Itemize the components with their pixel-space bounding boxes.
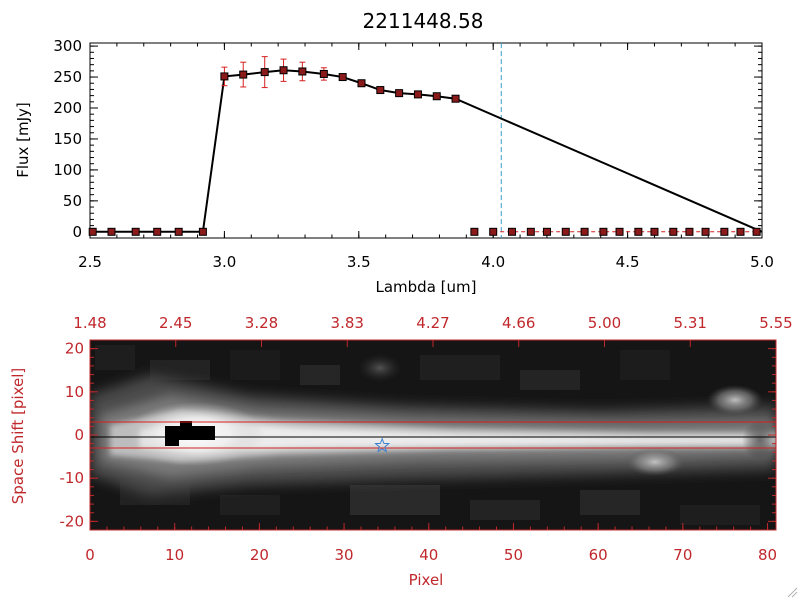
spectrum-y-tick-label: 200: [53, 99, 82, 117]
data-point: [650, 227, 659, 236]
data-point: [131, 227, 140, 236]
data-point: [298, 67, 307, 76]
data-point: [615, 227, 624, 236]
data-point: [279, 66, 288, 75]
data-point: [669, 227, 678, 236]
image-top-tick-label: 1.48: [73, 314, 106, 332]
data-point: [701, 227, 710, 236]
data-point: [736, 227, 745, 236]
data-point: [395, 89, 404, 98]
spectrum-y-tick-label: 300: [53, 37, 82, 55]
image-y-tick-label: 10: [65, 383, 84, 401]
data-point: [153, 227, 162, 236]
data-point: [174, 227, 183, 236]
data-point: [357, 79, 366, 88]
data-point: [720, 227, 729, 236]
image-x-tick-label: 60: [589, 546, 608, 564]
image-xlabel: Pixel: [409, 571, 444, 589]
image-axis-ticks: 0 10 20 30 40 50 60 70 80 -20 -10 0 10 20 1.48 2.45 3.28…: [60, 314, 793, 564]
spectrum-x-tick-label: 2.5: [78, 253, 102, 271]
image-x-tick-label: 80: [758, 546, 777, 564]
image-top-tick-label: 5.55: [759, 314, 792, 332]
image-top-tick-label: 5.00: [588, 314, 621, 332]
image-y-tick-label: -20: [60, 512, 85, 530]
resize-grip-icon[interactable]: [786, 586, 798, 598]
data-point: [685, 227, 694, 236]
spectrum-x-tick-label: 5.0: [750, 253, 774, 271]
spectrum-plot-frame: [89, 42, 763, 239]
data-point: [413, 90, 422, 99]
data-point: [489, 227, 498, 236]
chart-title: 2211448.58: [363, 9, 484, 33]
spectrum-y-tick-label: 250: [53, 68, 82, 86]
image-y-tick-label: 0: [74, 426, 84, 444]
data-point: [432, 92, 441, 101]
image-y-tick-label: -10: [60, 469, 85, 487]
spectrum-x-tick-label: 3.5: [347, 253, 371, 271]
data-point: [526, 227, 535, 236]
image-ylabel: Space Shift [pixel]: [9, 368, 27, 505]
spectrum-y-tick-label: 50: [63, 192, 82, 210]
data-point: [319, 69, 328, 78]
spectrum-ylabel: Flux [mJy]: [14, 102, 32, 178]
spectrum-series-line: [90, 69, 763, 233]
data-point: [198, 227, 207, 236]
data-point: [338, 73, 347, 82]
spectrum-y-tick-label: 150: [53, 130, 82, 148]
image-top-tick-label: 3.28: [245, 314, 278, 332]
spectrum-markers: [88, 66, 761, 236]
data-point: [260, 68, 269, 77]
data-point: [220, 72, 229, 81]
data-point: [88, 227, 97, 236]
data-point: [508, 227, 517, 236]
spectrum-axis-ticks: 2.5 3.0 3.5 4.0 4.5 5.0 0 50 100 150 200 250 300: [53, 37, 774, 271]
image-y-tick-label: 20: [65, 340, 84, 358]
image-top-tick-label: 3.83: [331, 314, 364, 332]
image-x-tick-label: 10: [165, 546, 184, 564]
data-point: [376, 86, 385, 95]
spectrum-xlabel: Lambda [um]: [376, 278, 477, 296]
image-x-tick-label: 50: [504, 546, 523, 564]
data-point: [752, 227, 761, 236]
image-x-tick-label: 0: [85, 546, 95, 564]
image-x-tick-label: 40: [419, 546, 438, 564]
data-point: [561, 227, 570, 236]
spectrum-x-tick-label: 4.0: [481, 253, 505, 271]
data-point: [451, 94, 460, 103]
data-point: [542, 227, 551, 236]
spectrum-y-tick-label: 100: [53, 161, 82, 179]
image-x-tick-label: 20: [250, 546, 269, 564]
spectrum-x-tick-label: 3.0: [212, 253, 236, 271]
spectrum-x-tick-label: 4.5: [616, 253, 640, 271]
data-point: [470, 227, 479, 236]
spectrum-y-tick-label: 0: [72, 223, 82, 241]
masked-pixels: [165, 426, 215, 440]
data-point: [107, 227, 116, 236]
spectral-image: [90, 340, 776, 530]
image-x-tick-label: 30: [335, 546, 354, 564]
data-point: [634, 227, 643, 236]
image-x-tick-label: 70: [673, 546, 692, 564]
image-top-tick-label: 5.31: [674, 314, 707, 332]
image-top-tick-label: 4.66: [502, 314, 535, 332]
data-point: [599, 227, 608, 236]
image-top-tick-label: 4.27: [416, 314, 449, 332]
data-point: [580, 227, 589, 236]
data-point: [239, 70, 248, 79]
source-position-star-icon: [374, 437, 391, 453]
image-top-tick-label: 2.45: [159, 314, 192, 332]
